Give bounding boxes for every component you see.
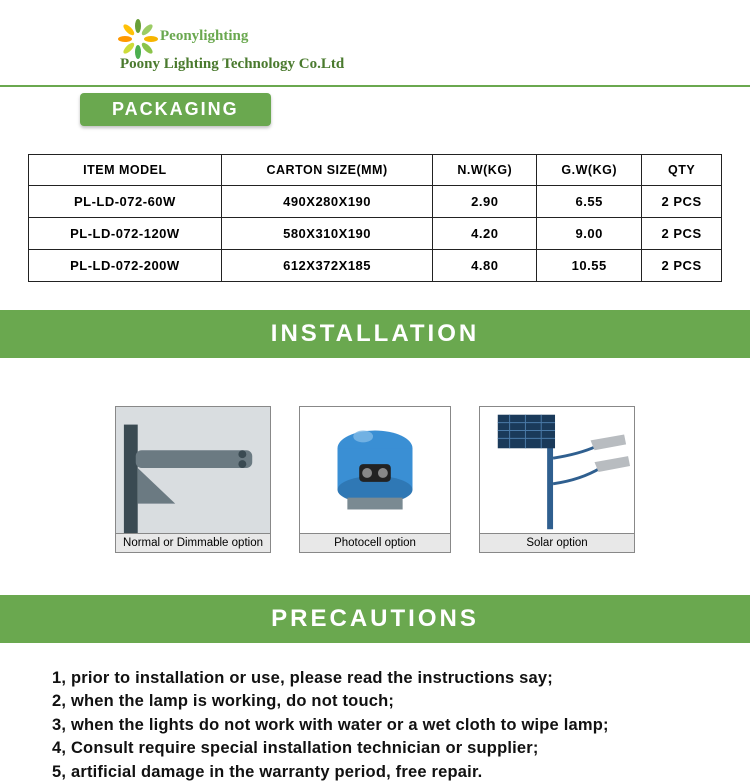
table-row: PL-LD-072-60W490X280X1902.906.552 PCS xyxy=(29,186,722,218)
install-caption: Normal or Dimmable option xyxy=(115,534,271,553)
table-cell: 2 PCS xyxy=(642,250,722,282)
table-cell: PL-LD-072-120W xyxy=(29,218,222,250)
table-cell: PL-LD-072-200W xyxy=(29,250,222,282)
packaging-table: ITEM MODELCARTON SIZE(MM)N.W(KG)G.W(KG)Q… xyxy=(28,154,722,282)
table-header: QTY xyxy=(642,155,722,186)
page-header: Peonylighting Poony Lighting Technology … xyxy=(0,0,750,81)
precautions-title-bar: PRECAUTIONS xyxy=(0,595,750,643)
install-image-photocell xyxy=(299,406,451,534)
table-cell: 612X372X185 xyxy=(221,250,433,282)
table-cell: 2 PCS xyxy=(642,186,722,218)
table-row: PL-LD-072-120W580X310X1904.209.002 PCS xyxy=(29,218,722,250)
table-cell: 10.55 xyxy=(537,250,642,282)
table-cell: 6.55 xyxy=(537,186,642,218)
table-cell: 2 PCS xyxy=(642,218,722,250)
logo: Peonylighting xyxy=(120,18,750,54)
table-cell: 2.90 xyxy=(433,186,537,218)
table-cell: 4.80 xyxy=(433,250,537,282)
table-cell: 490X280X190 xyxy=(221,186,433,218)
logo-flower-icon xyxy=(120,18,156,54)
brand-name: Peonylighting xyxy=(160,28,248,45)
table-row: PL-LD-072-200W612X372X1854.8010.552 PCS xyxy=(29,250,722,282)
header-divider xyxy=(0,85,750,87)
install-option-solar: Solar option xyxy=(479,406,635,553)
precaution-item: 5, artificial damage in the warranty per… xyxy=(52,761,750,784)
precaution-item: 3, when the lights do not work with wate… xyxy=(52,714,750,737)
table-header: G.W(KG) xyxy=(537,155,642,186)
packaging-title-badge: PACKAGING xyxy=(80,93,271,126)
company-name: Poony Lighting Technology Co.Ltd xyxy=(120,56,750,73)
install-image-solar xyxy=(479,406,635,534)
precaution-item: 1, prior to installation or use, please … xyxy=(52,667,750,690)
install-caption: Solar option xyxy=(479,534,635,553)
table-cell: 4.20 xyxy=(433,218,537,250)
precautions-list: 1, prior to installation or use, please … xyxy=(52,667,750,784)
installation-options: Normal or Dimmable option Photocell opti… xyxy=(0,406,750,553)
table-header: ITEM MODEL xyxy=(29,155,222,186)
table-cell: 580X310X190 xyxy=(221,218,433,250)
install-image-normal xyxy=(115,406,271,534)
precaution-item: 2, when the lamp is working, do not touc… xyxy=(52,690,750,713)
table-header: CARTON SIZE(MM) xyxy=(221,155,433,186)
table-cell: 9.00 xyxy=(537,218,642,250)
table-cell: PL-LD-072-60W xyxy=(29,186,222,218)
install-option-normal: Normal or Dimmable option xyxy=(115,406,271,553)
precaution-item: 4, Consult require special installation … xyxy=(52,737,750,760)
installation-title-bar: INSTALLATION xyxy=(0,310,750,358)
install-caption: Photocell option xyxy=(299,534,451,553)
table-header: N.W(KG) xyxy=(433,155,537,186)
install-option-photocell: Photocell option xyxy=(299,406,451,553)
